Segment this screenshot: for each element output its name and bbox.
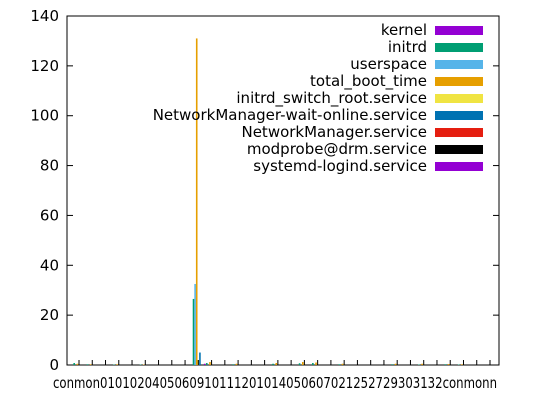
legend-label: total_boot_time [310, 72, 427, 91]
y-tick-label: 80 [40, 157, 59, 175]
legend-swatch [435, 43, 483, 52]
x-tick-labels: conmon0101020405060910111201014050607021… [53, 374, 497, 392]
legend-swatch [435, 162, 483, 171]
plot-frame [66, 15, 500, 366]
y-tick-label: 40 [40, 256, 59, 274]
bar-initrd [86, 364, 89, 365]
bar-total-boot-time [76, 363, 79, 365]
bar-total-boot-time [275, 363, 278, 365]
legend-swatch [435, 111, 483, 120]
y-tick-label: 100 [30, 107, 59, 125]
legend-label: userspace [350, 55, 427, 73]
legend-label: modprobe@drm.service [247, 140, 427, 158]
bar-initrd [232, 364, 235, 365]
legend-swatch [435, 26, 483, 35]
bar-initrd [205, 363, 208, 365]
legend: kernelinitrduserspacetotal_boot_timeinit… [153, 21, 483, 175]
legend-swatch [435, 60, 483, 69]
bar-total-boot-time [116, 364, 118, 365]
y-tick-label: 20 [40, 306, 59, 324]
bars [73, 38, 463, 365]
bar-total-boot-time [341, 363, 344, 365]
legend-label: NetworkManager.service [241, 123, 427, 141]
bar-total-boot-time [89, 364, 92, 365]
bar-total-boot-time [461, 364, 463, 365]
legend-swatch [435, 145, 483, 154]
legend-label: NetworkManager-wait-online.service [153, 106, 427, 124]
y-tick-label: 140 [30, 7, 59, 25]
legend-swatch [435, 94, 483, 103]
y-tick-label: 60 [40, 206, 59, 224]
bar-initrd [298, 363, 301, 365]
bar-total-boot-time [209, 362, 211, 365]
y-tick-label: 0 [49, 356, 59, 374]
legend-label: initrd [388, 38, 427, 56]
bar-initrd [192, 298, 195, 365]
bar-total-boot-time [421, 363, 423, 365]
bar-total-boot-time [447, 364, 450, 365]
legend-swatch [435, 77, 483, 86]
bar-networkmanager-wait-online-service [199, 352, 201, 365]
bar-initrd [444, 364, 447, 365]
plot-border [66, 15, 500, 366]
legend-label: initrd_switch_root.service [236, 89, 427, 108]
bar-systemd-logind-service [203, 363, 206, 365]
bar-total-boot-time [315, 362, 317, 365]
bar-initrd [312, 363, 314, 365]
y-tick-label: 120 [30, 57, 59, 75]
bar-userspace [194, 283, 196, 365]
legend-swatch [435, 128, 483, 137]
bar-initrd [338, 364, 341, 365]
bar-initrd [391, 364, 394, 365]
bar-total-boot-time [394, 363, 397, 365]
y-axis: 0 20 40 60 80 100 120 140 [30, 7, 499, 374]
bar-total-boot-time [195, 38, 198, 365]
x-axis: conmon0101020405060910111201014050607021… [53, 360, 497, 392]
legend-label: kernel [381, 21, 427, 39]
bar-total-boot-time [301, 362, 304, 365]
bar-initrd [73, 363, 75, 365]
legend-label: systemd-logind.service [253, 157, 427, 175]
bar-initrd [272, 363, 274, 365]
bar-total-boot-time [235, 363, 238, 365]
